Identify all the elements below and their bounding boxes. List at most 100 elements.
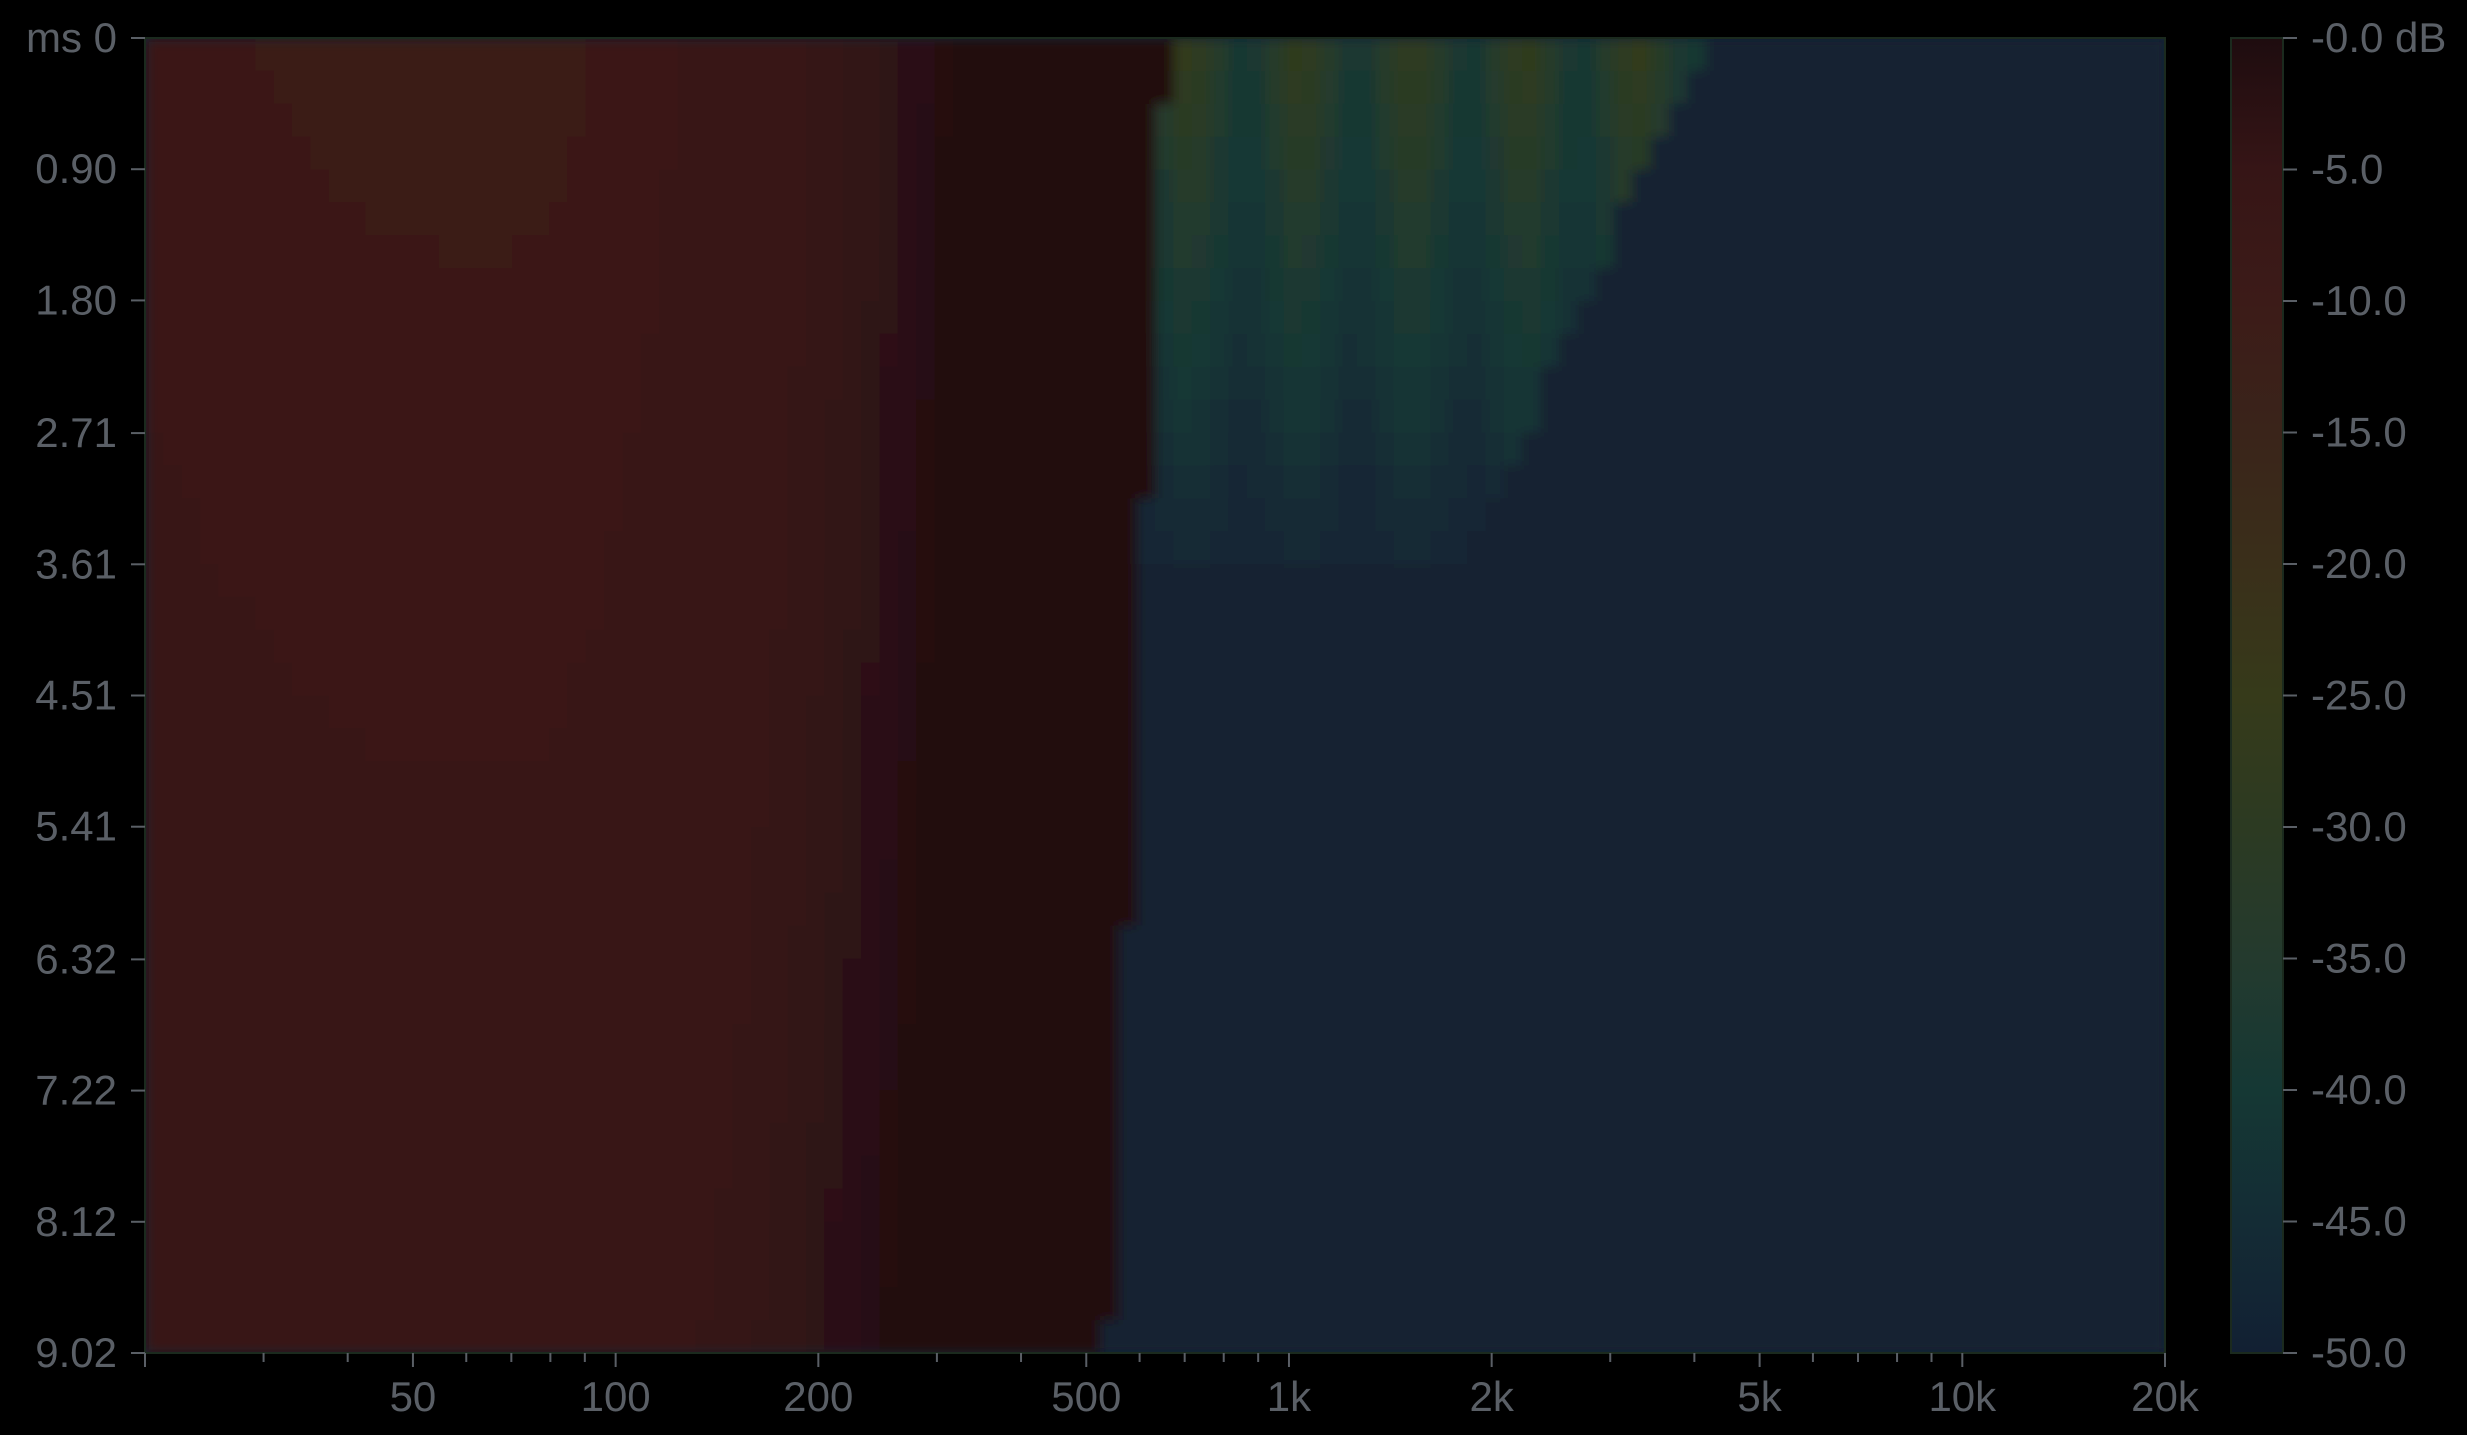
- heatmap-cell: [2128, 268, 2148, 302]
- heatmap-cell: [732, 70, 752, 105]
- heatmap-cell: [1081, 1122, 1101, 1157]
- heatmap-cell: [604, 1057, 624, 1091]
- heatmap-cell: [1155, 564, 1175, 598]
- heatmap-cell: [365, 103, 385, 138]
- heatmap-cell: [1705, 991, 1726, 1026]
- heatmap-cell: [457, 38, 477, 72]
- heatmap-cell: [1320, 1122, 1340, 1157]
- heatmap-cell: [1210, 333, 1230, 368]
- heatmap-cell: [1981, 498, 2001, 532]
- heatmap-cell: [971, 1221, 991, 1256]
- heatmap-cell: [420, 531, 440, 565]
- heatmap-cell: [751, 958, 771, 993]
- heatmap-cell: [365, 596, 385, 631]
- heatmap-cell: [365, 70, 385, 105]
- heatmap-cell: [934, 1090, 954, 1124]
- heatmap-cell: [1485, 169, 1505, 204]
- heatmap-cell: [1246, 564, 1266, 598]
- heatmap-cell: [567, 1188, 587, 1223]
- heatmap-cell: [291, 662, 312, 697]
- heatmap-cell: [328, 827, 348, 861]
- heatmap-cell: [1889, 1221, 1909, 1256]
- heatmap-cell: [1522, 38, 1542, 72]
- heatmap-cell: [604, 859, 624, 894]
- heatmap-cell: [1210, 1057, 1230, 1091]
- heatmap-cell: [1393, 1090, 1413, 1124]
- heatmap-cell: [347, 1320, 367, 1353]
- heatmap-cell: [1669, 958, 1689, 993]
- heatmap-cell: [1632, 596, 1652, 631]
- heatmap-cell: [2109, 925, 2130, 960]
- heatmap-cell: [659, 235, 679, 269]
- heatmap-cell: [2128, 531, 2148, 565]
- heatmap-cell: [1705, 103, 1726, 138]
- heatmap-cell: [1705, 531, 1726, 565]
- heatmap-cell: [2146, 1254, 2165, 1289]
- heatmap-cell: [475, 498, 495, 532]
- heatmap-cell: [365, 1057, 385, 1091]
- heatmap-cell: [1228, 1221, 1248, 1256]
- heatmap-cell: [1687, 465, 1707, 500]
- heatmap-cell: [1246, 70, 1266, 105]
- heatmap-cell: [1191, 1122, 1211, 1157]
- heatmap-cell: [1852, 596, 1872, 631]
- heatmap-cell: [732, 1122, 752, 1157]
- heatmap-cell: [457, 268, 477, 302]
- heatmap-cell: [236, 465, 256, 500]
- heatmap-cell: [677, 432, 697, 467]
- heatmap-cell: [861, 958, 881, 993]
- heatmap-cell: [1375, 70, 1395, 105]
- heatmap-cell: [842, 1122, 862, 1157]
- heatmap-cell: [365, 728, 385, 763]
- heatmap-cell: [953, 958, 973, 993]
- heatmap-cell: [236, 1320, 256, 1353]
- heatmap-cell: [2018, 1057, 2038, 1091]
- heatmap-cell: [475, 1287, 495, 1321]
- heatmap-cell: [677, 892, 697, 927]
- heatmap-cell: [1761, 1090, 1781, 1124]
- heatmap-cell: [1246, 235, 1266, 269]
- heatmap-cell: [273, 1024, 293, 1058]
- heatmap-cell: [493, 399, 514, 434]
- heatmap-cell: [2128, 728, 2148, 763]
- heatmap-cell: [567, 1287, 587, 1321]
- heatmap-cell: [1412, 202, 1432, 237]
- heatmap-cell: [1430, 366, 1450, 401]
- heatmap-cell: [255, 1057, 275, 1091]
- heatmap-cell: [1944, 958, 1964, 993]
- heatmap-cell: [1485, 1155, 1505, 1190]
- heatmap-cell: [1375, 268, 1395, 302]
- heatmap-cell: [512, 1254, 532, 1289]
- heatmap-cell: [1742, 662, 1762, 697]
- heatmap-cell: [2054, 366, 2074, 401]
- heatmap-cell: [1118, 1057, 1138, 1091]
- heatmap-cell: [1283, 531, 1303, 565]
- heatmap-cell: [1430, 827, 1450, 861]
- x-tick-label: 2k: [1469, 1373, 1514, 1420]
- heatmap-cell: [751, 925, 771, 960]
- heatmap-cell: [1797, 958, 1817, 993]
- heatmap-cell: [1210, 991, 1230, 1026]
- heatmap-cell: [493, 202, 514, 237]
- heatmap-cell: [2036, 1287, 2056, 1321]
- heatmap-cell: [181, 892, 201, 927]
- heatmap-cell: [1559, 1320, 1579, 1353]
- heatmap-cell: [585, 136, 605, 171]
- heatmap-cell: [1320, 1090, 1340, 1124]
- heatmap-cell: [1503, 1155, 1524, 1190]
- heatmap-cell: [1283, 1155, 1303, 1190]
- heatmap-cell: [1650, 859, 1670, 894]
- heatmap-cell: [365, 1188, 385, 1223]
- heatmap-cell: [1155, 235, 1175, 269]
- heatmap-cell: [1448, 1188, 1468, 1223]
- heatmap-cell: [549, 268, 569, 302]
- heatmap-cell: [512, 432, 532, 467]
- heatmap-cell: [787, 498, 807, 532]
- heatmap-cell: [1393, 564, 1413, 598]
- heatmap-cell: [787, 399, 807, 434]
- heatmap-cell: [310, 728, 330, 763]
- heatmap-cell: [1246, 991, 1266, 1026]
- heatmap-cell: [2109, 1320, 2130, 1353]
- heatmap-cell: [640, 103, 660, 138]
- heatmap-cell: [530, 859, 550, 894]
